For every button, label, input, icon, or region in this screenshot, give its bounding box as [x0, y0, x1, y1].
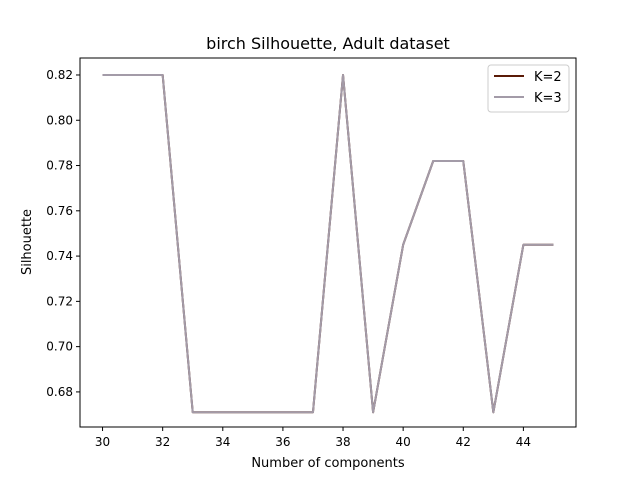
legend: K=2 K=3 [487, 64, 570, 113]
y-tick-label: 0.82 [46, 68, 73, 82]
y-tick-label: 0.72 [46, 294, 73, 308]
series-layer [102, 73, 554, 414]
x-tick-label: 36 [275, 435, 290, 449]
x-tick-label: 30 [95, 435, 110, 449]
x-tick-label: 34 [215, 435, 230, 449]
x-tick-label: 44 [516, 435, 531, 449]
x-tick-label: 42 [456, 435, 471, 449]
legend-label-k3: K=3 [534, 91, 562, 106]
y-tick-label: 0.80 [46, 113, 73, 127]
x-tick-label: 40 [396, 435, 411, 449]
series-line-k3 [102, 73, 554, 414]
y-axis-label: Silhouette [20, 209, 35, 275]
y-tick-label: 0.78 [46, 159, 73, 173]
y-tick-label: 0.76 [46, 204, 73, 218]
legend-label-k2: K=2 [534, 70, 562, 85]
y-tick-label: 0.74 [46, 249, 73, 263]
chart-title: birch Silhouette, Adult dataset [206, 34, 450, 53]
y-tick-label: 0.68 [46, 385, 73, 399]
x-axis-label: Number of components [251, 456, 405, 471]
plot-area-frame [79, 57, 577, 428]
x-tick-label: 32 [155, 435, 170, 449]
x-tick-label: 38 [335, 435, 350, 449]
x-axis: 30 32 34 36 38 40 42 44 [95, 427, 531, 449]
y-tick-label: 0.70 [46, 340, 73, 354]
y-axis: 0.68 0.70 0.72 0.74 0.76 0.78 0.80 0.82 [46, 68, 80, 399]
